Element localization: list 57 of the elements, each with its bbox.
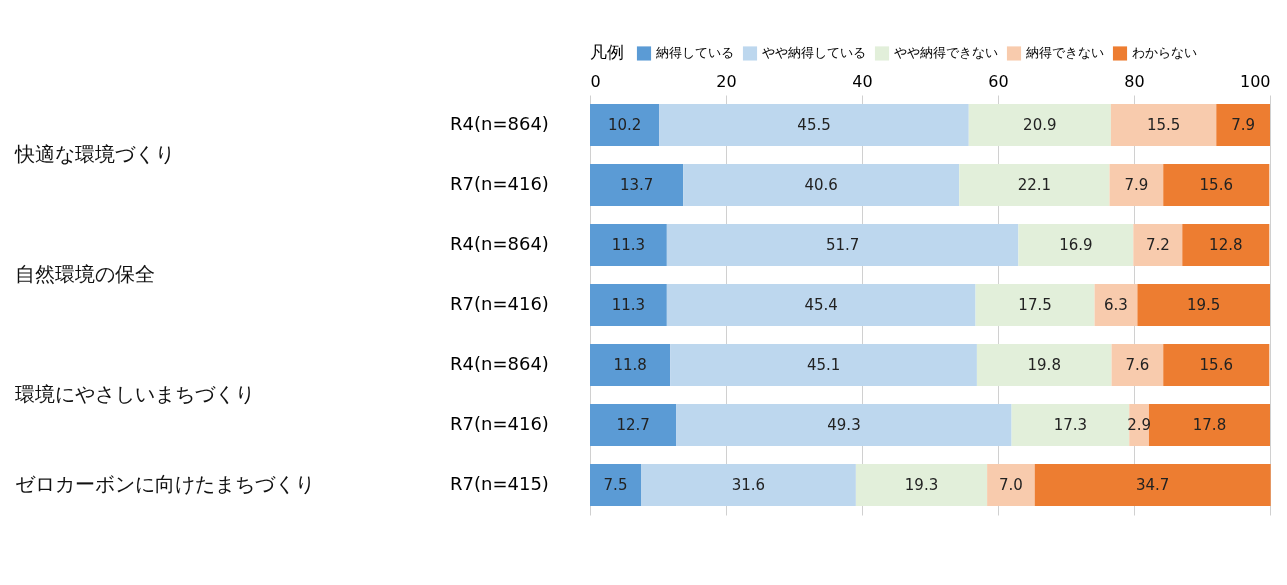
y-tick-label: R7(n=416) [450,172,549,194]
legend-label: わからない [1132,45,1197,61]
data-label: 7.6 [1125,356,1150,374]
data-label: 19.8 [1027,356,1061,374]
y-tick-label: R7(n=416) [450,412,549,434]
data-label: 7.2 [1145,236,1170,254]
data-label: 17.3 [1053,416,1088,434]
data-label: 31.6 [731,476,766,494]
data-label: 7.9 [1124,176,1149,194]
data-label: 45.4 [804,296,838,314]
data-label: 7.0 [998,476,1023,494]
data-label: 12.7 [616,416,650,434]
data-label: 51.7 [825,236,860,254]
x-tick-label: 0 [590,71,601,91]
data-label: 17.8 [1192,416,1227,434]
y-tick-label: R4(n=864) [450,232,549,254]
y-tick-label: R4(n=864) [450,352,549,374]
data-label: 10.2 [607,116,642,134]
data-label: 19.5 [1187,296,1221,314]
text: ゼロカーボンに向けたまちづくり [15,472,315,496]
legend-label: やや納得している [762,45,866,61]
legend-title: 凡例 [590,42,624,62]
text: 環境にやさしいまちづくり [15,382,255,406]
data-label: 12.8 [1209,236,1243,254]
x-tick-label: 100 [1239,71,1271,91]
legend-label: 納得している [656,45,734,61]
data-label: 13.7 [619,176,654,194]
legend-label: 納得できない [1026,45,1104,61]
data-label: 11.3 [611,236,646,254]
data-label: 7.5 [603,476,628,494]
data-label: 16.9 [1059,236,1093,254]
text: 自然環境の保全 [15,262,155,286]
text: 快適な環境づくり [14,142,175,166]
data-label: 40.6 [804,176,838,194]
y-tick-label: R4(n=864) [450,112,549,134]
data-label: 11.8 [613,356,647,374]
data-label: 45.1 [806,356,841,374]
y-tick-label: R7(n=415) [450,472,549,494]
data-label: 17.5 [1018,296,1052,314]
data-label: 15.6 [1199,176,1233,194]
x-tick-label: 40 [852,71,873,91]
data-label: 7.9 [1231,116,1256,134]
y-tick-label: R7(n=416) [450,292,549,314]
data-label: 15.6 [1199,356,1233,374]
data-label: 45.5 [797,116,831,134]
data-label: 20.9 [1023,116,1057,134]
x-tick-label: 80 [1124,71,1145,91]
data-label: 34.7 [1136,476,1170,494]
data-label: 11.3 [611,296,646,314]
data-label: 49.3 [827,416,861,434]
data-label: 22.1 [1017,176,1052,194]
data-label: 19.3 [904,476,939,494]
x-tick-label: 20 [716,71,737,91]
data-label: 6.3 [1104,296,1128,314]
legend-label: やや納得できない [894,45,998,61]
x-tick-label: 60 [988,71,1009,91]
data-label: 15.5 [1146,116,1181,134]
